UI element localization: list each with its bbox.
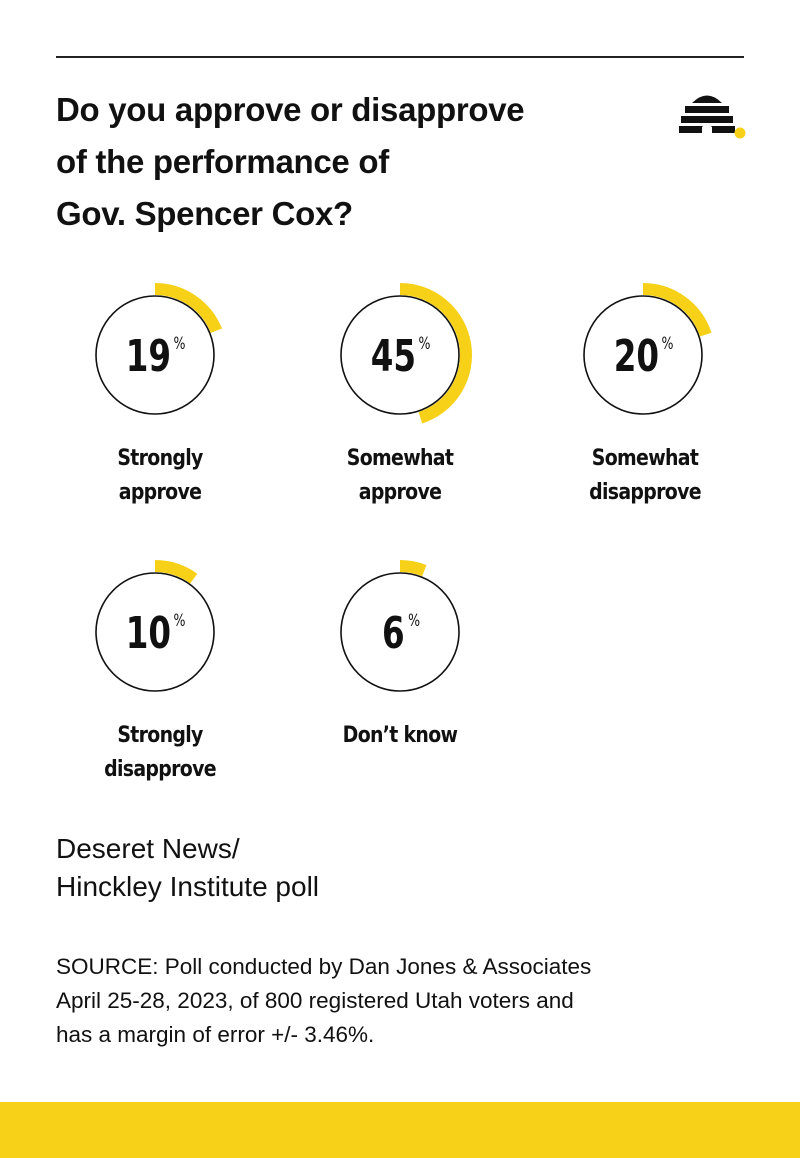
gauge-arc-strongly-approve [154,283,222,334]
source-line-2: April 25-28, 2023, of 800 registered Uta… [56,988,574,1013]
title-line-2: of the performance of [56,143,389,180]
beehive-icon [679,95,746,139]
gauge-value-somewhat-disapprove: 20% [614,331,674,382]
category-label-somewhat-approve: Somewhat approve [346,446,454,505]
gauge-percent-sign-strongly-approve: % [174,333,186,353]
gauge-value-number-strongly-disapprove: 10 [126,608,171,659]
gauge-percent-sign-somewhat-approve: % [419,333,431,353]
gauge-value-number-somewhat-approve: 45 [371,331,416,382]
category-label-somewhat-disapprove: Somewhat disapprove [589,446,701,505]
gauge-ring-somewhat-disapprove [583,295,703,415]
gauge-arc-strongly-disapprove [154,560,198,584]
source-note: SOURCE: Poll conducted by Dan Jones & As… [56,950,756,1052]
gauge-arc-somewhat-disapprove [642,283,712,337]
gauge-value-number-somewhat-disapprove: 20 [614,331,659,382]
category-label-strongly-approve: Strongly approve [117,446,203,505]
gauge-value-strongly-approve: 19% [126,331,186,382]
chart-title: Do you approve or disapprove of the perf… [56,84,616,240]
gauge-ring-strongly-disapprove [95,572,215,692]
gauge-percent-sign-somewhat-disapprove: % [662,333,674,353]
gauge-value-number-strongly-approve: 19 [126,331,171,382]
category-label-dont-know: Don’t know [342,723,458,748]
gauge-chart: 19% 45% 20% 10% 6% Strongly approve Somewhat… [0,260,800,800]
title-line-1: Do you approve or disapprove [56,91,525,128]
bottom-accent-bar [0,1102,800,1158]
title-line-3: Gov. Spencer Cox? [56,195,353,232]
gauge-ring-somewhat-approve [340,295,460,415]
org-line-2: Hinckley Institute poll [56,871,320,902]
gauge-arc-dont-know [399,559,427,577]
source-line-1: SOURCE: Poll conducted by Dan Jones & As… [56,954,592,979]
gauge-ring-strongly-approve [95,295,215,415]
gauge-value-somewhat-approve: 45% [371,331,431,382]
gauge-value-dont-know: 6% [382,608,420,659]
poll-organization: Deseret News/ Hinckley Institute poll [56,830,319,906]
top-rule [56,56,744,58]
category-label-strongly-disapprove: Strongly disapprove [104,723,216,782]
gauge-value-strongly-disapprove: 10% [126,608,186,659]
gauge-arc-somewhat-approve [399,283,472,424]
org-line-1: Deseret News/ [56,833,240,864]
source-line-3: has a margin of error +/- 3.46%. [56,1022,375,1047]
gauge-percent-sign-dont-know: % [408,610,420,630]
gauge-svg: 19% 45% 20 %10% 6% [95,283,712,692]
gauge-ring-dont-know [340,572,460,692]
gauge-value-number-dont-know: 6 [382,608,405,659]
gauge-percent-sign-strongly-disapprove: % [174,610,186,630]
